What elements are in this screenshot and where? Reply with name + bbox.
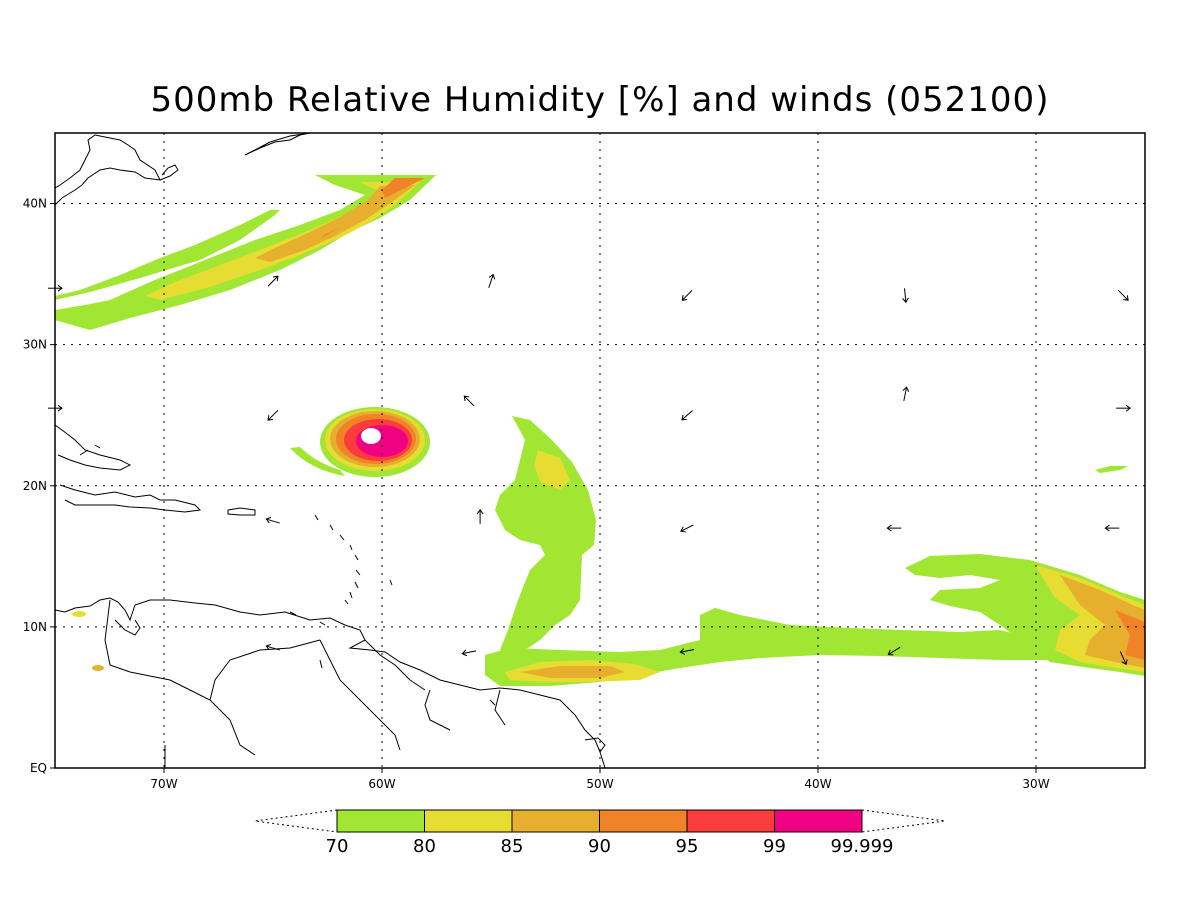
colorbar-level-label: 80 [413, 836, 436, 857]
wind-vector [681, 289, 693, 301]
humidity-feature-small-patch-3 [92, 665, 104, 671]
humidity-feature-small-patch-2 [72, 611, 86, 617]
humidity-feature-eastern-band-core [1060, 575, 1145, 668]
coastline-amazon-mouth [584, 737, 606, 753]
y-tick-label: EQ [30, 761, 47, 775]
x-tick-label: 60W [368, 777, 395, 791]
coastline-south-america [55, 597, 606, 768]
x-tick-label: 50W [586, 777, 613, 791]
coastline-layer [55, 133, 606, 768]
wind-vector [1116, 404, 1132, 412]
colorbar-level-label: 95 [676, 836, 699, 857]
humidity-feature-northern-band-main [55, 175, 436, 330]
colorbar-over-triangle [861, 809, 946, 833]
x-tick-label: 40W [804, 777, 831, 791]
colorbar-level-label: 85 [501, 836, 524, 857]
wind-vector [488, 273, 496, 288]
humidity-feature-central-tongue [495, 416, 596, 655]
wind-vector [265, 643, 280, 651]
wind-vector [1117, 289, 1129, 301]
coastline-bahamas [79, 444, 101, 456]
x-tick-label: 70W [150, 777, 177, 791]
wind-vector [265, 516, 280, 524]
colorbar: 70 80 85 90 95 99 99.999 [254, 809, 946, 857]
y-tick-label: 30N [23, 338, 47, 352]
wind-vector [461, 649, 477, 657]
humidity-feature-northern-band-outer [55, 210, 280, 300]
humidity-feature-central-tongue-core [534, 450, 570, 490]
colorbar-swatch [774, 809, 863, 833]
humidity-feature-small-patch [1095, 466, 1128, 473]
wind-vector-layer [48, 273, 1132, 666]
axis-tick-labels: 70W 60W 50W 40W 30W EQ 10N 20N 30N 40N [23, 197, 1050, 791]
wind-vector [1104, 524, 1120, 532]
wind-vector [886, 524, 902, 532]
map-title: 500mb Relative Humidity [%] and winds (0… [150, 80, 1050, 120]
colorbar-level-label: 90 [588, 836, 611, 857]
wind-vector [887, 646, 901, 656]
colorbar-swatch [599, 809, 688, 833]
wind-vector [463, 395, 475, 407]
colorbar-level-label: 99 [763, 836, 786, 857]
humidity-feature-southern-band-peak [520, 666, 625, 678]
wind-vector [681, 410, 693, 421]
grid-lines [55, 133, 1145, 768]
colorbar-swatch [511, 809, 600, 833]
colorbar-swatch [336, 809, 425, 833]
coastline-south-america-interior [114, 619, 496, 706]
humidity-feature-tropical-cyclone [290, 407, 430, 477]
wind-vector [902, 288, 909, 304]
humidity-feature-eastern-band-peak [1115, 610, 1145, 660]
wind-vector [476, 508, 484, 524]
coastline-hispaniola [59, 484, 202, 513]
wind-vector [1119, 651, 1128, 666]
wind-vector [267, 409, 279, 421]
coastline-north-america [55, 134, 161, 206]
colorbar-swatch [424, 809, 513, 833]
x-tick-label: 30W [1022, 777, 1049, 791]
humidity-feature-northern-band-peak [318, 178, 425, 240]
wind-vector [679, 648, 695, 655]
y-tick-label: 20N [23, 479, 47, 493]
colorbar-level-label: 99.999 [831, 836, 894, 857]
wind-vector [680, 524, 694, 533]
humidity-layer [55, 175, 1145, 686]
coastline-nova-scotia [159, 164, 179, 181]
border-lines [104, 599, 506, 768]
colorbar-under-triangle [254, 809, 338, 833]
y-tick-label: 10N [23, 620, 47, 634]
coastline-lesser-antilles [289, 514, 393, 626]
coastline-cuba [55, 424, 132, 471]
coastline-newfoundland [244, 133, 311, 156]
humidity-feature-northern-band-core [255, 185, 415, 262]
y-tick-label: 40N [23, 197, 47, 211]
colorbar-swatch [686, 809, 775, 833]
colorbar-level-label: 70 [326, 836, 349, 857]
wind-vector [267, 275, 279, 287]
wind-vector [902, 386, 910, 402]
coastline-puerto-rico [227, 507, 256, 516]
